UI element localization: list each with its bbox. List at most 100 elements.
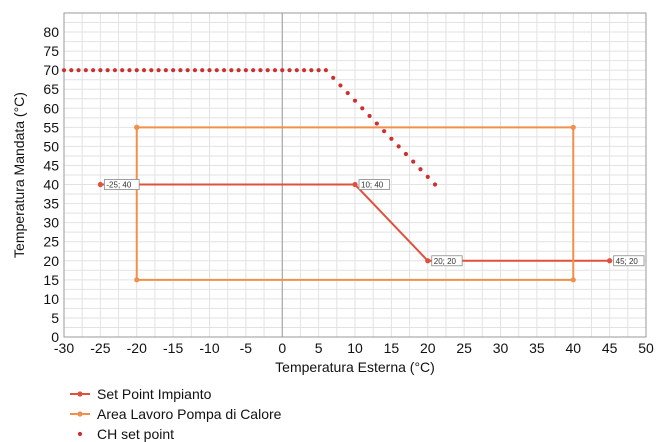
data-label-text: 45; 20	[616, 257, 639, 266]
data-point	[294, 68, 299, 73]
data-point	[105, 68, 110, 73]
data-point	[280, 68, 285, 73]
data-point	[331, 75, 336, 80]
data-point	[185, 68, 190, 73]
y-tick-label: 70	[43, 62, 59, 78]
y-tick-label: 35	[43, 196, 59, 212]
data-label: -25; 40	[103, 179, 140, 190]
legend-swatch-marker	[77, 411, 83, 417]
data-point	[207, 68, 212, 73]
series-2	[134, 124, 576, 283]
legend-swatch-marker	[77, 431, 83, 437]
data-point	[418, 167, 423, 172]
data-point	[149, 68, 154, 73]
y-tick-label: 15	[43, 272, 59, 288]
y-tick-label: 55	[43, 119, 59, 135]
data-point	[411, 159, 416, 164]
data-point	[61, 68, 67, 73]
x-axis-ticks: -30 -25 -20 -15 -10 -5 0 5 10 15 20 25 30 35 40 45 50	[54, 340, 654, 356]
data-point	[374, 121, 379, 126]
data-point	[221, 68, 227, 73]
plot-frame	[63, 12, 647, 338]
data-point	[425, 258, 431, 264]
data-label-box	[358, 179, 390, 190]
data-point	[607, 258, 613, 264]
x-tick-label: 30	[493, 340, 509, 356]
data-point	[97, 181, 103, 188]
data-point	[309, 68, 314, 73]
data-point	[396, 144, 401, 149]
data-point	[432, 182, 438, 187]
y-tick-label: 30	[43, 215, 59, 231]
x-tick-label: 40	[565, 340, 581, 356]
data-point	[301, 68, 307, 73]
data-point	[229, 68, 234, 73]
x-tick-label: 25	[456, 340, 472, 356]
y-axis-ticks: 0 5 10 15 20 25 30 35 40 45 50 55 60 65 70 75 80	[43, 24, 59, 345]
grid	[64, 13, 646, 337]
legend-swatch-marker	[77, 391, 83, 397]
data-point	[134, 277, 140, 283]
data-point	[403, 151, 409, 157]
x-tick-label: 15	[384, 340, 400, 356]
data-point	[69, 68, 74, 73]
x-tick-label: -15	[163, 340, 183, 356]
y-tick-label: 5	[51, 310, 59, 326]
data-point	[425, 174, 430, 180]
legend-label: Area Lavoro Pompa di Calore	[97, 406, 282, 422]
data-point	[258, 68, 263, 73]
data-point	[338, 83, 343, 88]
legend-label: CH set point	[97, 426, 174, 442]
data-point	[243, 68, 248, 73]
x-tick-label: -5	[240, 340, 253, 356]
legend-item: Set Point Impianto	[70, 386, 212, 402]
data-point	[178, 68, 183, 73]
series-3	[61, 68, 438, 187]
x-tick-label: -30	[54, 340, 74, 356]
y-tick-label: 25	[43, 234, 59, 250]
y-tick-label: 0	[51, 329, 59, 345]
data-label-box	[431, 255, 463, 267]
data-label-text: 20; 20	[434, 257, 457, 266]
data-point	[156, 68, 161, 73]
data-point	[163, 68, 168, 73]
data-point	[120, 68, 125, 73]
data-point	[382, 129, 387, 134]
x-tick-label: 45	[602, 340, 618, 356]
data-label: 45; 20	[613, 255, 645, 267]
data-point	[171, 68, 176, 73]
x-tick-label: -10	[199, 340, 219, 356]
x-tick-label: 10	[347, 340, 363, 356]
data-point	[98, 68, 103, 73]
data-point	[127, 68, 132, 73]
x-tick-label: -20	[127, 340, 147, 356]
data-label-box	[103, 179, 140, 190]
data-label-text: 10; 40	[361, 181, 384, 190]
x-axis-title: Temperatura Esterna (°C)	[275, 359, 435, 375]
x-tick-label: 35	[529, 340, 545, 356]
data-point	[236, 68, 241, 73]
data-point	[83, 68, 88, 73]
data-point	[200, 68, 205, 73]
data-point	[272, 68, 278, 73]
x-tick-label: 5	[315, 340, 323, 356]
y-tick-label: 20	[43, 253, 59, 269]
y-tick-label: 50	[43, 138, 59, 154]
y-tick-label: 80	[43, 24, 59, 40]
point-labels: -25; 40 10; 40 20; 20 45; 20	[103, 179, 645, 267]
data-point	[287, 68, 292, 73]
x-tick-label: -25	[90, 340, 110, 356]
data-point	[134, 124, 140, 130]
data-label: 10; 40	[358, 179, 390, 190]
data-point	[570, 124, 576, 130]
legend-label: Set Point Impianto	[97, 386, 212, 402]
data-point	[134, 68, 139, 73]
data-point	[360, 106, 365, 111]
data-point	[251, 68, 256, 73]
data-point	[367, 113, 372, 119]
legend-item: Area Lavoro Pompa di Calore	[70, 406, 282, 422]
y-tick-label: 60	[43, 100, 59, 116]
data-point	[91, 68, 96, 73]
data-label: 20; 20	[431, 255, 463, 267]
